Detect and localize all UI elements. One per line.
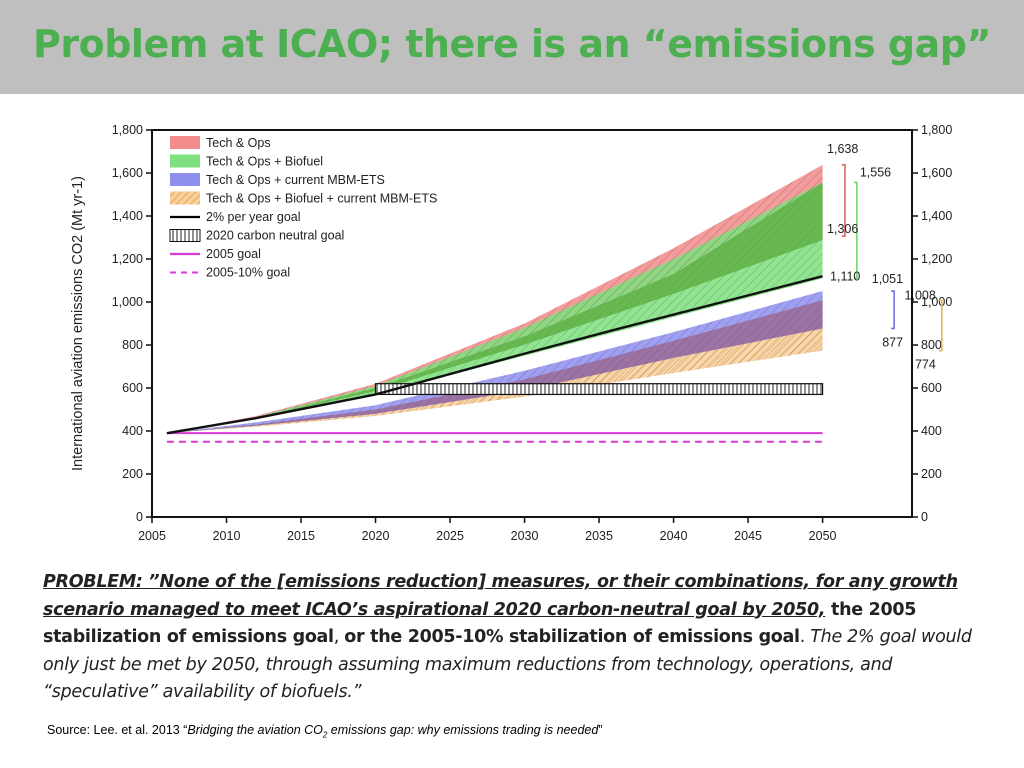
y-tick-label-right: 1,400 [921,209,952,223]
source-sub: 2 [322,730,328,740]
y-tick-label-right: 1,200 [921,252,952,266]
x-tick-label: 2025 [436,529,464,543]
plot-frame [151,129,913,518]
bracket-biofuel-mbm [938,299,943,352]
bracket-mbm [891,290,895,330]
y-tick-label-right: 400 [921,424,942,438]
legend-label: Tech & Ops + current MBM-ETS [206,173,385,187]
emissions-chart: 0 0 200 200 400 400 600 600 800 800 1,000 1,000 1,20… [70,123,952,543]
legend-label: Tech & Ops + Biofuel + current MBM-ETS [206,192,437,206]
source-prefix: Source: Lee. et al. 2013 “ [47,723,188,737]
x-tick-label: 2050 [809,529,837,543]
problem-period: . [799,627,806,647]
y-tick-label: 1,400 [112,209,143,223]
x-tick-label: 2045 [734,529,762,543]
x-tick-label: 2005 [138,529,166,543]
area-tech-ops-biofuel-mbm-texture [166,300,823,434]
y-axis-label: International aviation emissions CO2 (Mt… [70,176,86,471]
y-tick-label: 1,800 [112,123,143,137]
legend-label: 2% per year goal [206,210,301,224]
problem-tail: The 2% goal would only just be met by 20… [43,627,972,702]
legend-label: 2005-10% goal [206,266,290,280]
annotation-1110: 1,110 [830,269,860,283]
y-tick-label: 1,000 [112,295,143,309]
problem-comma: , [333,627,345,647]
x-tick-label: 2030 [511,529,539,543]
problem-goal-2005: the 2005 stabilization of emissions goal [43,599,917,648]
source-citation: Source: Lee. et al. 2013 “Bridging the a… [47,723,602,740]
legend-swatch [170,191,200,205]
legend-label: Tech & Ops + Biofuel [206,155,323,169]
y-tick-label-right: 1,000 [921,295,952,309]
legend-swatch [170,173,200,186]
y-tick-label: 0 [136,510,143,524]
y-tick-label-right: 200 [921,467,942,481]
y-tick-label-right: 1,800 [921,123,952,137]
problem-goal-2005-10: or the 2005-10% stabilization of emissio… [344,627,800,647]
problem-quote: ”None of the [emissions reduction] measu… [43,572,958,620]
annotation-877: 877 [882,335,903,349]
x-tick-label: 2020 [362,529,390,543]
annotation-1556: 1,556 [860,165,891,179]
bracket-tech-ops [841,164,846,238]
problem-statement: PROBLEM: ”None of the [emissions reducti… [43,569,1003,707]
slide-title: Problem at ICAO; there is an “emissions … [33,22,991,66]
annotation-1051: 1,051 [872,272,903,286]
line-2pct-goal [166,275,823,435]
y-tick-label: 800 [122,338,143,352]
legend-label: 2020 carbon neutral goal [206,229,344,243]
x-tick-label: 2010 [213,529,241,543]
legend-swatch [169,229,201,242]
annotation-1306: 1,306 [827,222,858,236]
source-title-b: emissions gap: why emissions trading is … [327,723,599,737]
y-tick-label: 400 [122,424,143,438]
bracket-tech-ops-biofuel [853,181,858,280]
y-tick-label-right: 0 [921,510,928,524]
annotation-774: 774 [915,358,936,372]
y-tick-label: 200 [122,467,143,481]
title-bar [0,0,1024,94]
x-tick-label: 2040 [660,529,688,543]
y-tick-label-right: 800 [921,338,942,352]
y-tick-label: 1,200 [112,252,143,266]
annotation-1008: 1,008 [905,288,936,302]
y-tick-label-right: 600 [921,381,942,395]
problem-lead: PROBLEM: [43,572,143,592]
source-suffix: ” [598,723,603,737]
legend-swatch [170,154,200,168]
legend-label: 2005 goal [206,247,261,261]
y-tick-label: 1,600 [112,166,143,180]
x-tick-label: 2015 [287,529,315,543]
x-tick-label: 2035 [585,529,613,543]
carbon-neutral-box [374,383,824,396]
legend-label: Tech & Ops [206,136,271,150]
source-title-a: Bridging the aviation CO [187,723,323,737]
y-tick-label-right: 1,600 [921,166,952,180]
area-tech-ops-biofuel-texture [166,182,823,434]
y-tick-label: 600 [122,381,143,395]
legend-swatch [170,136,200,149]
annotation-1638: 1,638 [827,142,858,156]
